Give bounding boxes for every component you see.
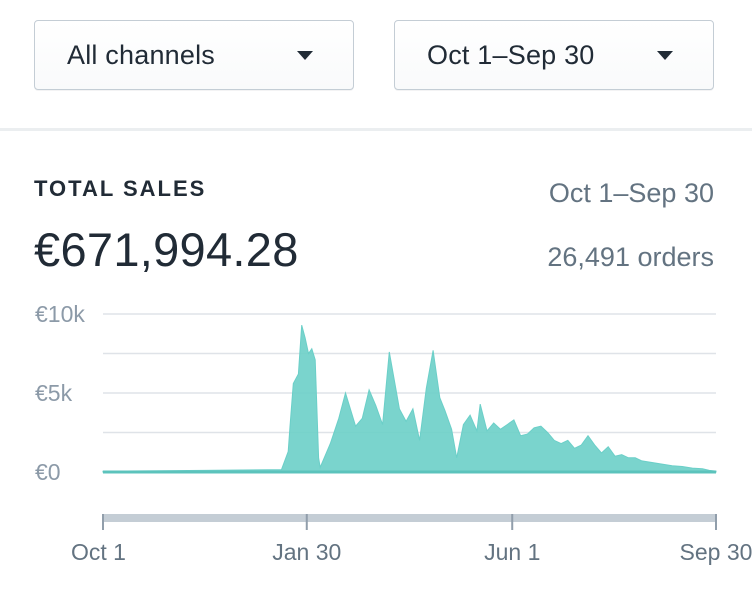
y-tick-label: €10k [35, 301, 85, 327]
channel-filter-label: All channels [67, 39, 215, 70]
range-scrollbar [103, 514, 716, 522]
orders-count: 26,491 orders [547, 242, 714, 272]
period-label: Oct 1–Sep 30 [548, 178, 714, 208]
channel-filter-dropdown[interactable]: All channels [34, 20, 354, 90]
sales-area-series [102, 324, 717, 473]
section-divider [0, 128, 752, 131]
date-range-label: Oct 1–Sep 30 [427, 39, 595, 70]
x-tick-label: Jan 30 [272, 539, 341, 565]
caret-down-icon [297, 50, 313, 60]
card-title: TOTAL SALES [34, 176, 207, 201]
x-tick-label: Oct 1 [71, 539, 126, 565]
y-tick-label: €5k [35, 380, 73, 406]
x-tick-label: Jun 1 [484, 539, 540, 565]
caret-down-icon [657, 50, 673, 60]
total-sales-value: €671,994.28 [34, 223, 299, 276]
date-range-dropdown[interactable]: Oct 1–Sep 30 [394, 20, 714, 90]
x-tick-label: Sep 30 [680, 539, 752, 565]
y-tick-label: €0 [35, 459, 61, 485]
